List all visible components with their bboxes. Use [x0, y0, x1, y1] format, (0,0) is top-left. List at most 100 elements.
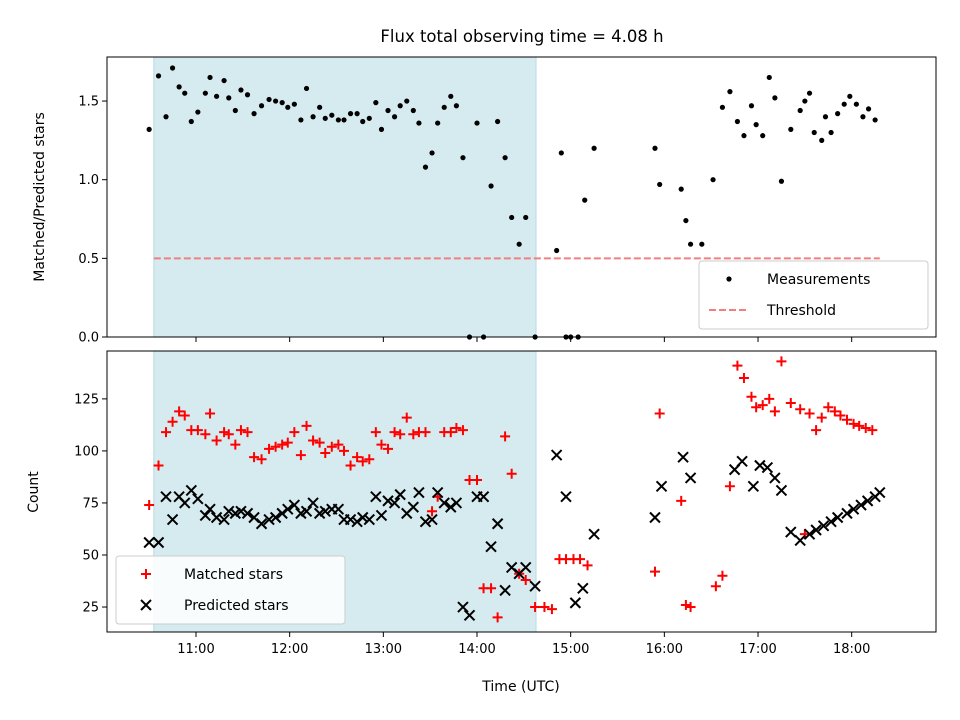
matched-star-point [301, 420, 312, 431]
measurement-point [865, 106, 872, 112]
matched-star-point [153, 460, 164, 471]
predicted-star-point [499, 584, 511, 597]
matched-star-point [710, 581, 721, 592]
predicted-star-point [769, 472, 781, 484]
legend-handle-predicted [140, 599, 152, 611]
chart-title: Flux total observing time = 4.08 h [380, 27, 663, 46]
matched-star-point [575, 554, 586, 565]
predicted-star-point [319, 505, 331, 517]
measurement-point [322, 115, 328, 121]
measurement-point [683, 217, 689, 224]
predicted-star-point [288, 499, 301, 511]
top-ytick-label: 1.5 [78, 95, 99, 110]
measurement-point [303, 85, 310, 92]
predicted-star-point [855, 499, 867, 511]
bottom-ytick-label: 100 [74, 444, 99, 459]
predicted-star-point [235, 505, 247, 517]
predicted-star-point [332, 503, 345, 515]
top-ytick-label: 0.0 [78, 331, 99, 346]
predicted-star-point [463, 609, 476, 622]
measurement-point [391, 114, 398, 120]
matched-star-point [811, 425, 822, 436]
bottom-legend-box [115, 555, 346, 625]
measurement-point [811, 129, 817, 136]
predicted-star-point [803, 528, 816, 540]
measurement-point [329, 112, 335, 118]
predicted-star-point [152, 536, 165, 549]
predicted-star-point [263, 513, 275, 526]
measurement-point [582, 197, 588, 203]
predicted-star-point [874, 486, 886, 499]
matched-star-point [205, 408, 216, 419]
measurement-point [806, 90, 813, 96]
matched-star-point [539, 602, 550, 613]
matched-star-point [582, 560, 593, 571]
matched-star-point [724, 481, 735, 492]
predicted-star-point [831, 511, 844, 524]
predicted-star-point [241, 507, 254, 520]
measurement-point [416, 120, 422, 126]
bottom-xtick-label: 15:00 [552, 642, 589, 657]
matched-star-point [776, 356, 787, 367]
matched-star-point [408, 429, 419, 440]
x-axis-label: Time (UTC) [481, 679, 559, 695]
matched-star-point [785, 398, 796, 409]
matched-star-point [867, 425, 878, 436]
predicted-star-point [394, 488, 406, 501]
predicted-star-point [307, 497, 319, 509]
measurement-point [748, 103, 755, 109]
measurement-point [502, 155, 508, 161]
predicted-star-point [529, 580, 541, 592]
matched-star-point [685, 602, 696, 613]
matched-star-point [389, 427, 400, 438]
predicted-star-point [736, 455, 748, 468]
matched-star-point [144, 500, 155, 511]
bottom-xtick-label: 11:00 [177, 642, 214, 657]
matched-star-point [219, 427, 230, 438]
matched-star-point [230, 439, 241, 450]
matched-star-point [816, 412, 827, 423]
matched-star-point [445, 427, 456, 438]
measurement-point [335, 117, 341, 123]
predicted-star-point [520, 561, 532, 574]
measurement-point [835, 111, 841, 117]
measurement-point [652, 145, 658, 151]
matched-star-point [211, 435, 222, 446]
predicted-star-point [166, 513, 179, 526]
predicted-star-point [825, 515, 837, 528]
predicted-star-point [457, 601, 469, 613]
matched-star-point [530, 602, 541, 613]
matched-star-point [680, 599, 691, 610]
top-legend: Measurements Threshold [698, 260, 929, 330]
measurement-point [847, 93, 853, 99]
matched-star-point [860, 423, 871, 434]
measurement-point [687, 241, 694, 247]
matched-star-point [795, 404, 806, 415]
legend-label: Matched stars [184, 567, 283, 583]
measurement-point [860, 114, 866, 120]
bottom-legend: Matched stars Predicted stars [115, 555, 346, 625]
measurement-point [169, 65, 176, 71]
predicted-star-point [204, 503, 216, 515]
measurement-point [822, 114, 829, 120]
predicted-star-point [861, 495, 874, 507]
matched-star-point [364, 454, 375, 465]
predicted-star-point [199, 509, 212, 522]
measurement-point [495, 118, 501, 125]
measurement-point [155, 73, 162, 79]
matched-star-point [242, 427, 253, 438]
matched-star-point [167, 416, 178, 427]
matched-star-point [192, 425, 203, 436]
predicted-star-point [810, 524, 822, 536]
bottom-ytick-label: 25 [82, 601, 99, 616]
bottom-ytick-label: 50 [82, 548, 99, 563]
predicted-star-point [370, 490, 382, 503]
measurement-point [213, 93, 220, 99]
matched-star-point [401, 412, 412, 423]
bottom-xtick-label: 12:00 [271, 642, 308, 657]
measurement-point [397, 103, 403, 109]
measurement-point [448, 93, 454, 99]
matched-star-point [289, 427, 300, 438]
measurement-point [710, 177, 716, 183]
measurement-point [678, 186, 684, 192]
